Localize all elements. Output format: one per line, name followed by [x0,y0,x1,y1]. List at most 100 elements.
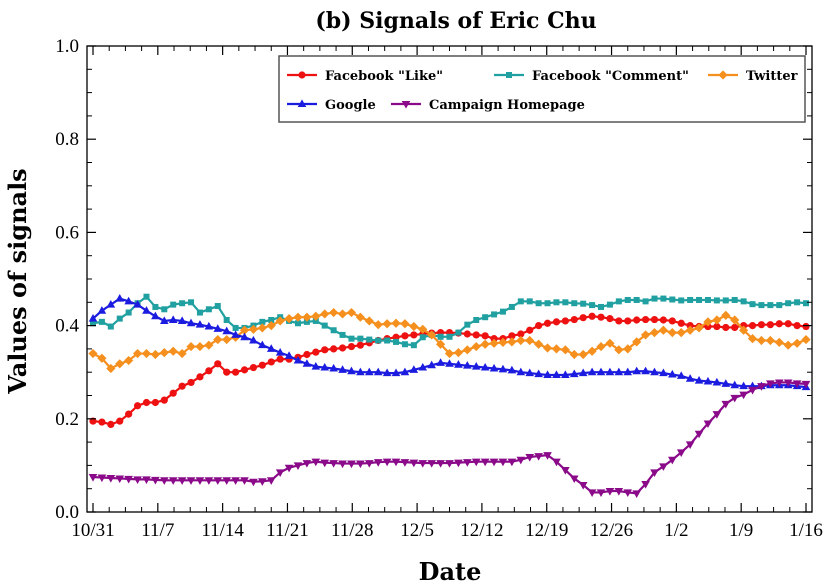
data-point [150,349,160,360]
data-point [578,368,588,377]
data-point [623,344,633,354]
data-point [195,320,205,328]
data-point [507,365,517,374]
data-point [597,313,605,321]
data-point [446,333,453,340]
data-point [284,314,294,324]
data-point [223,368,231,376]
data-point [703,420,713,429]
data-point [516,367,526,376]
data-point [589,302,596,309]
axes: 0.0 0.2 0.4 0.6 0.8 1.0 10/31 11/7 11/14 11/21 11/… [55,36,823,541]
y-tick-label: 1.0 [55,36,79,57]
data-point [739,381,748,390]
data-point [748,386,757,395]
data-point [409,321,419,332]
series-google [88,293,811,391]
x-tick-label: 12/19 [525,520,568,541]
data-point [489,338,499,348]
data-point [748,322,757,330]
data-point [445,460,454,468]
data-point [168,346,178,356]
data-point [551,344,562,354]
data-point [320,309,330,319]
data-point [186,341,196,352]
data-point [178,382,186,390]
data-point [623,367,633,376]
data-point [97,353,107,363]
data-point [401,341,408,348]
data-point [453,348,464,358]
data-point [587,367,597,376]
data-point [668,456,677,465]
data-point [722,323,730,332]
data-point [400,459,410,467]
data-point [133,402,142,410]
data-point [783,379,793,388]
data-point [267,358,275,366]
x-tick-label: 1/16 [789,520,823,541]
y-tick-label: 0.6 [55,222,79,243]
data-point [659,463,668,471]
data-point [330,327,337,334]
data-point [490,335,498,343]
data-point [366,336,373,343]
data-point [391,458,401,467]
data-point [464,321,471,328]
data-point [650,367,659,376]
data-point [801,334,811,345]
data-point [151,311,160,320]
data-point [115,359,125,369]
data-point [526,326,534,334]
data-point [641,366,650,375]
legend-entry-campaign-homepage: Campaign Homepage [391,98,585,113]
data-point [526,298,533,305]
data-point [792,338,802,348]
data-point [703,317,713,327]
data-point [355,312,365,322]
data-point [204,340,214,350]
data-point [409,365,419,373]
data-point [330,345,338,353]
x-tick-label: 1/2 [664,520,688,541]
data-point [275,316,285,326]
data-point [356,460,365,469]
data-point [187,378,195,387]
data-point [766,380,775,388]
data-point [276,355,284,363]
data-point [704,296,711,303]
data-point [275,348,285,356]
data-point [213,477,223,485]
data-point [161,306,168,313]
data-point [623,489,633,498]
data-point [168,477,178,485]
data-point [721,310,731,320]
data-point [596,489,606,498]
data-point [571,300,578,307]
data-point [214,360,222,368]
data-point [418,460,428,468]
data-point [579,314,587,322]
data-point [132,348,143,359]
data-point [249,363,258,372]
data-point [339,331,346,338]
data-point [517,330,525,338]
data-point [133,476,142,484]
data-point [722,297,729,304]
data-point [498,364,508,373]
x-tick-label: 11/14 [201,520,244,541]
data-point [605,338,615,348]
data-point [749,301,756,308]
data-point [740,298,747,305]
data-point [489,363,499,372]
data-point [605,488,615,496]
data-point [632,366,641,375]
data-point [294,320,301,327]
data-point [471,341,481,352]
data-point [472,331,480,339]
data-point [463,459,472,467]
data-point [641,481,650,489]
data-point [88,314,98,322]
data-point [195,341,205,352]
